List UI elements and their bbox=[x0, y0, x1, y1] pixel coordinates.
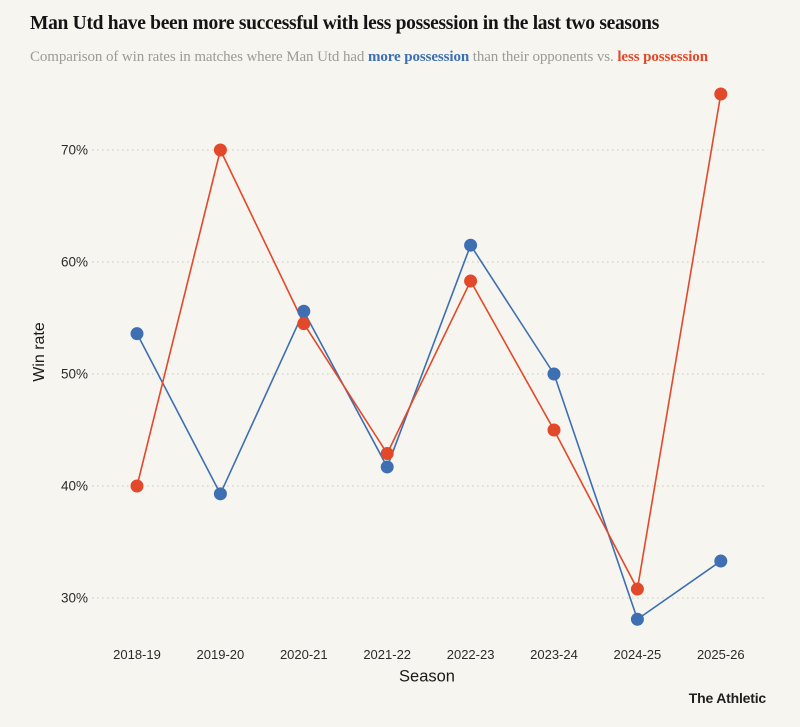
y-tick-label: 40% bbox=[61, 479, 88, 494]
legend-more-possession: more possession bbox=[367, 49, 470, 65]
y-tick-label: 60% bbox=[61, 255, 88, 270]
less-possession-point-2019-20 bbox=[213, 143, 227, 157]
less-possession-line bbox=[136, 93, 722, 590]
chart-title: Man Utd have been more successful with l… bbox=[30, 13, 659, 34]
subtitle-text: Comparison of win rates in matches where… bbox=[30, 49, 368, 65]
brand-logo: The Athletic bbox=[688, 690, 766, 706]
subtitle-text: than their opponents vs. bbox=[469, 49, 618, 65]
x-tick-label: 2022-23 bbox=[447, 647, 495, 662]
x-tick-label: 2020-21 bbox=[280, 647, 328, 662]
more-possession-point-2021-22 bbox=[380, 460, 394, 474]
x-tick-label: 2023-24 bbox=[530, 647, 578, 662]
more-possession-line bbox=[136, 244, 722, 621]
more-possession-point-2024-25 bbox=[630, 612, 644, 626]
less-possession-point-2023-24 bbox=[547, 423, 561, 437]
less-possession-point-2022-23 bbox=[464, 274, 478, 288]
x-tick-label: 2018-19 bbox=[113, 647, 161, 662]
less-possession-point-2024-25 bbox=[630, 582, 644, 596]
x-axis-title: Season bbox=[399, 667, 455, 686]
more-possession-point-2025-26 bbox=[714, 554, 728, 568]
more-possession-point-2019-20 bbox=[213, 487, 227, 501]
x-tick-label: 2019-20 bbox=[197, 647, 245, 662]
more-possession-point-2023-24 bbox=[547, 367, 561, 381]
more-possession-point-2018-19 bbox=[130, 327, 144, 341]
y-tick-label: 30% bbox=[61, 591, 88, 606]
less-possession-point-2018-19 bbox=[130, 479, 144, 493]
x-tick-label: 2025-26 bbox=[697, 647, 745, 662]
more-possession-point-2020-21 bbox=[297, 304, 311, 318]
less-possession-point-2020-21 bbox=[297, 317, 311, 331]
less-possession-point-2025-26 bbox=[714, 87, 728, 101]
y-tick-label: 70% bbox=[61, 143, 88, 158]
more-possession-point-2022-23 bbox=[464, 238, 478, 252]
x-tick-label: 2021-22 bbox=[363, 647, 411, 662]
legend-less-possession: less possession bbox=[617, 49, 708, 65]
y-tick-label: 50% bbox=[61, 367, 88, 382]
chart-subtitle: Comparison of win rates in matches where… bbox=[30, 49, 708, 66]
less-possession-point-2021-22 bbox=[380, 447, 394, 461]
x-tick-label: 2024-25 bbox=[614, 647, 662, 662]
